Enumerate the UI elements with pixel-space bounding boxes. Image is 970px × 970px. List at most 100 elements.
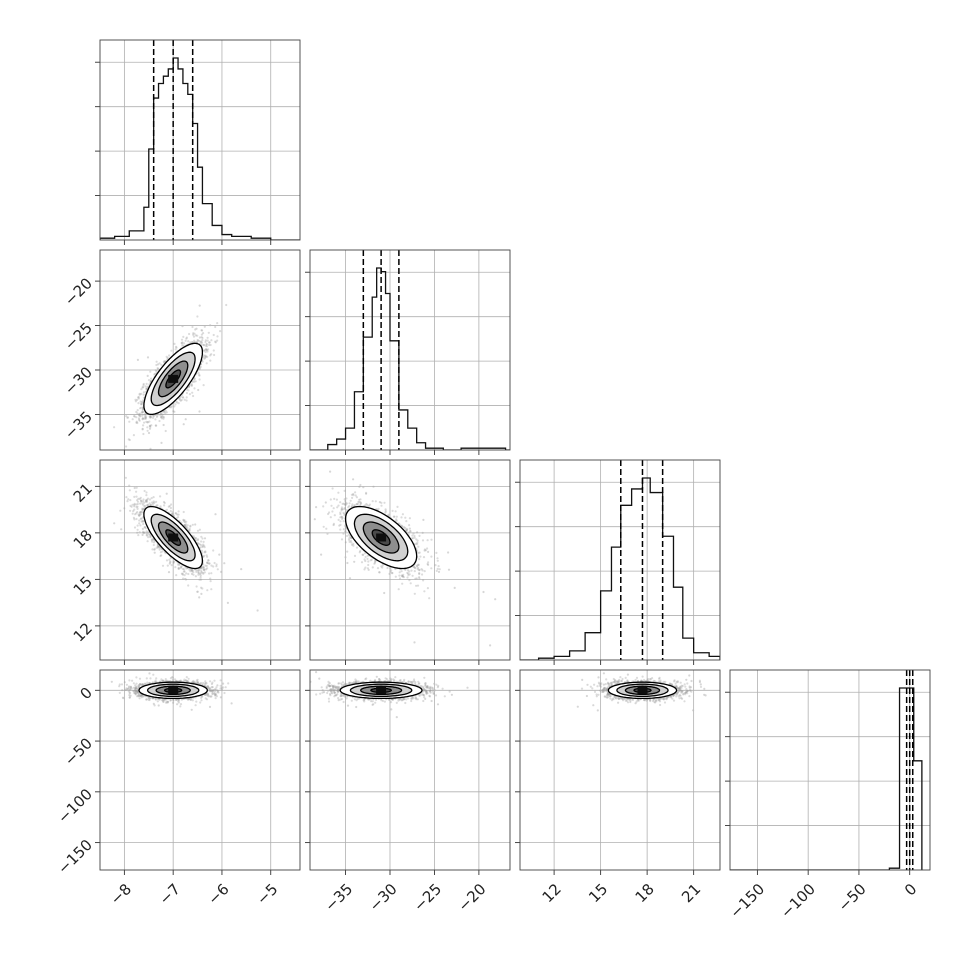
scatter-point	[145, 387, 148, 390]
scatter-point	[142, 382, 145, 386]
scatter-point	[135, 421, 138, 424]
scatter-point	[152, 538, 155, 541]
scatter-point	[179, 565, 183, 569]
scatter-point	[146, 421, 149, 424]
scatter-point	[140, 406, 143, 409]
scatter-point	[128, 489, 131, 492]
scatter-point	[140, 411, 143, 414]
scatter-point	[225, 303, 228, 307]
scatter-point	[210, 339, 213, 342]
scatter-point	[156, 367, 160, 371]
scatter-point	[176, 513, 179, 516]
scatter-point	[125, 445, 128, 448]
scatter-point	[201, 571, 205, 574]
scatter-point	[198, 528, 201, 531]
scatter-point	[136, 524, 139, 527]
scatter-point	[158, 419, 161, 423]
scatter-point	[163, 504, 166, 507]
scatter-point	[149, 415, 152, 418]
scatter-point	[216, 339, 219, 342]
scatter-point	[151, 416, 155, 419]
scatter-point	[208, 572, 211, 575]
scatter-point	[197, 339, 200, 342]
scatter-point	[201, 587, 204, 590]
scatter-point	[199, 567, 203, 570]
scatter-point	[147, 431, 151, 435]
scatter-point	[204, 356, 207, 359]
scatter-point	[177, 516, 180, 519]
panel-border	[729, 669, 931, 871]
scatter-point	[202, 572, 205, 575]
panel-border	[519, 459, 721, 661]
scatter-point	[137, 534, 140, 537]
scatter-point	[133, 502, 136, 505]
scatter-point	[152, 543, 155, 547]
scatter-point	[197, 542, 200, 545]
scatter-point	[206, 336, 209, 339]
scatter-point	[178, 398, 181, 401]
scatter-point	[205, 355, 208, 358]
scatter-point	[174, 512, 177, 515]
scatter-point	[203, 349, 206, 352]
scatter-point	[139, 407, 142, 410]
scatter-point	[145, 500, 148, 503]
scatter-point	[202, 343, 205, 346]
scatter-point	[198, 578, 201, 581]
scatter-point	[139, 502, 142, 505]
scatter-point	[210, 572, 213, 575]
scatter-point	[193, 332, 196, 335]
scatter-point	[216, 322, 219, 325]
scatter-point	[152, 415, 155, 418]
scatter-point	[146, 356, 150, 359]
scatter-point	[198, 373, 201, 376]
scatter-point	[162, 423, 165, 427]
scatter-point	[125, 415, 128, 418]
scatter-point	[192, 378, 196, 381]
scatter-point	[200, 571, 203, 574]
scatter-point	[204, 355, 207, 358]
scatter-point	[156, 363, 160, 366]
scatter-point	[150, 377, 153, 380]
scatter-point	[171, 511, 174, 514]
scatter-point	[140, 501, 143, 504]
scatter-point	[180, 338, 184, 341]
scatter-point	[199, 576, 202, 579]
scatter-point	[192, 335, 196, 338]
scatter-point	[135, 486, 138, 489]
scatter-point	[128, 438, 131, 442]
scatter-point	[142, 391, 145, 394]
scatter-point	[142, 531, 145, 534]
scatter-point	[133, 495, 136, 498]
scatter-point	[154, 372, 157, 375]
scatter-point	[177, 513, 180, 516]
scatter-point	[142, 410, 145, 414]
scatter-point	[209, 359, 212, 362]
scatter-point	[177, 567, 181, 570]
scatter-point	[141, 427, 144, 430]
scatter-point	[177, 563, 180, 566]
scatter-point	[140, 499, 143, 502]
scatter-point	[202, 332, 205, 335]
scatter-point	[191, 569, 194, 572]
scatter-point	[203, 325, 206, 328]
scatter-point	[138, 413, 141, 416]
scatter-point	[188, 332, 191, 336]
scatter-point	[140, 520, 143, 523]
contour-line	[150, 351, 196, 407]
scatter-point	[143, 417, 146, 420]
scatter-point	[209, 577, 212, 580]
scatter-point	[155, 370, 158, 373]
scatter-point	[142, 393, 145, 396]
scatter-point	[196, 339, 199, 342]
scatter-point	[214, 341, 217, 344]
scatter-point	[143, 413, 146, 416]
scatter-point	[185, 337, 188, 340]
scatter-point	[185, 396, 188, 399]
scatter-point	[141, 508, 144, 511]
scatter-point	[172, 560, 175, 563]
scatter-point	[201, 545, 204, 548]
scatter-point	[141, 411, 144, 414]
scatter-point	[203, 544, 206, 547]
scatter-point	[183, 524, 186, 527]
